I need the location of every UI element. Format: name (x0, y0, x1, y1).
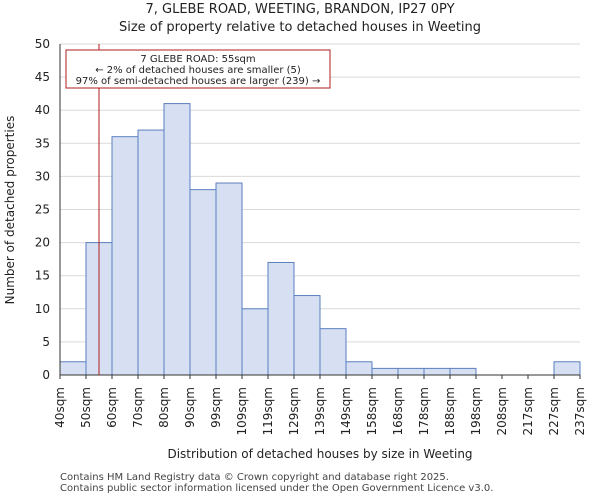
y-tick-label: 15 (35, 269, 50, 283)
x-tick-label: 119sqm (261, 387, 275, 435)
x-tick-label: 227sqm (547, 387, 561, 435)
x-tick-label: 168sqm (391, 387, 405, 435)
x-tick-label: 60sqm (105, 387, 119, 428)
x-tick-label: 178sqm (417, 387, 431, 435)
annotation-text: ← 2% of detached houses are smaller (5) (95, 65, 301, 76)
histogram-bar (215, 182, 243, 376)
y-tick-label: 50 (35, 37, 50, 51)
histogram-bar (189, 189, 217, 376)
y-tick-label: 35 (35, 136, 50, 150)
x-tick-label: 109sqm (235, 387, 249, 435)
histogram-bar (423, 367, 451, 376)
histogram-bar (137, 129, 165, 376)
histogram-bar (319, 328, 347, 376)
y-tick-label: 30 (35, 169, 50, 183)
footer-attribution-1: Contains HM Land Registry data © Crown c… (60, 472, 449, 483)
y-tick-label: 25 (35, 203, 50, 217)
x-tick-label: 40sqm (53, 387, 67, 428)
y-tick-label: 5 (42, 335, 50, 349)
x-tick-label: 129sqm (287, 387, 301, 435)
x-tick-label: 99sqm (209, 387, 223, 428)
annotation-text: 97% of semi-detached houses are larger (… (76, 76, 321, 87)
histogram-bar (293, 295, 321, 376)
histogram-bar (267, 261, 295, 376)
footer-attribution-2: Contains public sector information licen… (60, 483, 494, 494)
x-tick-label: 198sqm (469, 387, 483, 435)
histogram-bar (163, 103, 191, 376)
x-tick-label: 217sqm (521, 387, 535, 435)
histogram-bar (59, 361, 87, 376)
x-axis-label: Distribution of detached houses by size … (167, 447, 472, 461)
y-tick-label: 10 (35, 302, 50, 316)
annotation-text: 7 GLEBE ROAD: 55sqm (140, 54, 255, 65)
histogram-bar (397, 367, 425, 376)
x-tick-label: 149sqm (339, 387, 353, 435)
histogram-bar (449, 367, 477, 376)
y-axis-label: Number of detached properties (3, 116, 17, 305)
y-tick-label: 20 (35, 236, 50, 250)
histogram-bar (111, 136, 139, 376)
x-tick-label: 70sqm (131, 387, 145, 428)
x-tick-label: 188sqm (443, 387, 457, 435)
x-tick-label: 90sqm (183, 387, 197, 428)
x-tick-label: 237sqm (573, 387, 587, 435)
x-tick-label: 80sqm (157, 387, 171, 428)
histogram-bar (371, 367, 399, 376)
x-tick-label: 158sqm (365, 387, 379, 435)
y-tick-label: 0 (42, 368, 50, 382)
annotation-box (65, 49, 331, 89)
histogram-bar (241, 308, 269, 376)
y-tick-label: 45 (35, 70, 50, 84)
chart-subtitle: Size of property relative to detached ho… (118, 20, 482, 35)
y-tick-label: 40 (35, 103, 50, 117)
x-tick-label: 208sqm (495, 387, 509, 435)
x-tick-label: 139sqm (313, 387, 327, 435)
histogram-bar (553, 361, 581, 376)
chart-title: 7, GLEBE ROAD, WEETING, BRANDON, IP27 0P… (145, 2, 455, 17)
x-tick-label: 50sqm (79, 387, 93, 428)
histogram-bar (345, 361, 373, 376)
